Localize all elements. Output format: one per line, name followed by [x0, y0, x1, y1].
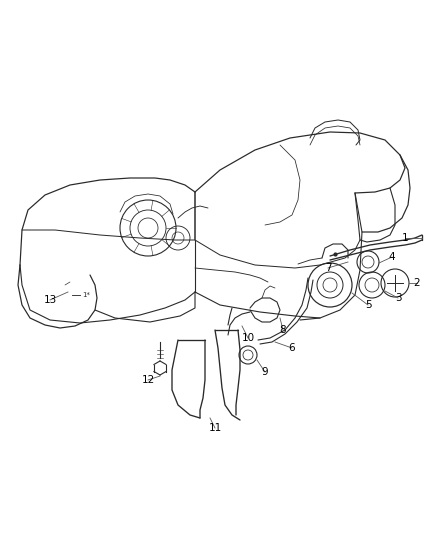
Text: 6: 6: [289, 343, 295, 353]
Text: 13: 13: [43, 295, 57, 305]
Text: 1: 1: [402, 233, 408, 243]
Text: 3: 3: [395, 293, 401, 303]
Text: 5: 5: [365, 300, 371, 310]
Text: 8: 8: [280, 325, 286, 335]
Text: 11: 11: [208, 423, 222, 433]
Text: 9: 9: [261, 367, 268, 377]
Text: 10: 10: [241, 333, 254, 343]
Text: 4: 4: [389, 252, 396, 262]
Text: 7: 7: [325, 263, 331, 273]
Text: 1*: 1*: [82, 292, 90, 298]
Text: 2: 2: [413, 278, 420, 288]
Text: 12: 12: [141, 375, 155, 385]
